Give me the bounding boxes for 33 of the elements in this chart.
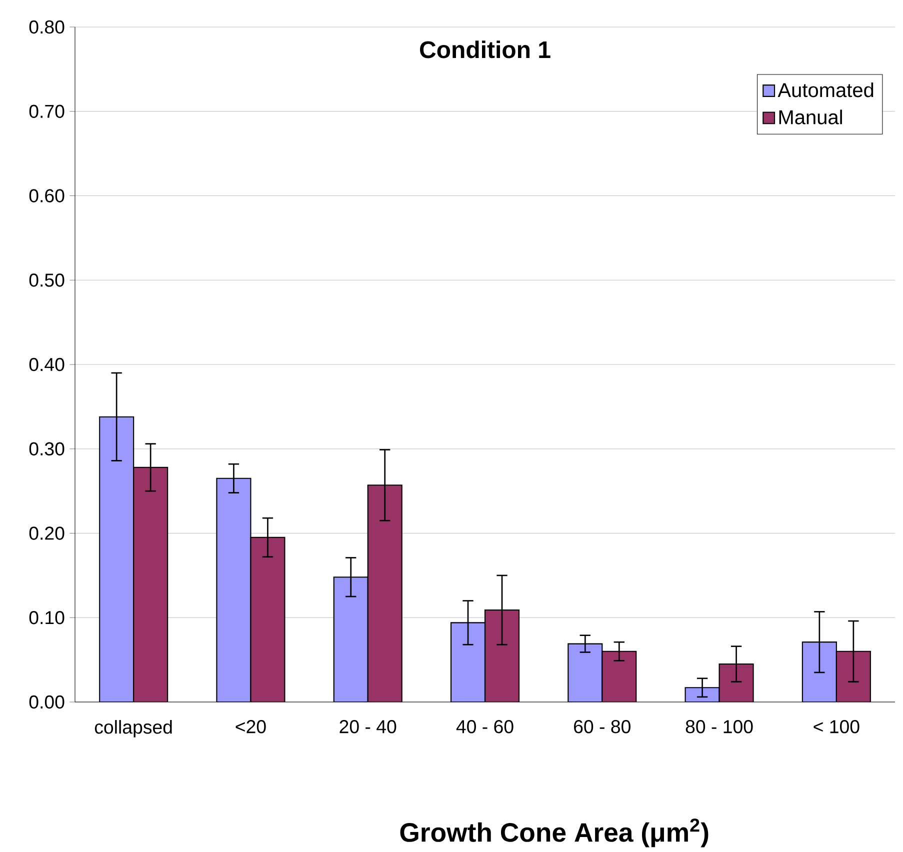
x-tick-label: 40 - 60 <box>456 720 514 734</box>
bar <box>216 478 252 702</box>
bar <box>450 622 486 702</box>
bar <box>602 651 637 702</box>
y-tick-label: 0.00 <box>29 696 64 709</box>
y-tick-label: 0.20 <box>29 526 64 540</box>
y-tick-label: 0.10 <box>29 611 64 624</box>
x-tick-label: 80 - 100 <box>686 720 753 734</box>
x-tick-label: <20 <box>236 720 266 734</box>
x-tick-label: 60 - 80 <box>574 720 630 734</box>
legend-label: Automated <box>778 82 874 98</box>
x-axis-title: Growth Cone Area (μm$^{2}$) <box>400 818 708 848</box>
y-tick-label: 0.60 <box>29 189 64 203</box>
bar <box>133 467 168 702</box>
bar <box>568 643 603 702</box>
x-tick-label: collapsed <box>94 720 172 738</box>
x-tick-label: 20 - 40 <box>340 720 396 734</box>
bar <box>684 687 720 702</box>
y-tick-label: 0.50 <box>29 274 64 287</box>
bar <box>484 610 520 702</box>
y-tick-label: 0.70 <box>29 104 64 118</box>
y-tick-label: 0.40 <box>29 358 64 372</box>
bar <box>802 642 837 702</box>
legend-label: Manual <box>779 110 842 125</box>
chart-title: Condition 1 <box>420 40 550 58</box>
bar <box>99 416 134 702</box>
bar <box>367 484 402 702</box>
x-tick-label: < 100 <box>814 720 860 734</box>
bar <box>333 576 368 702</box>
bar <box>718 664 754 702</box>
y-tick-label: 0.30 <box>29 442 64 456</box>
bar <box>250 537 286 702</box>
y-tick-label: 0.80 <box>29 20 64 34</box>
